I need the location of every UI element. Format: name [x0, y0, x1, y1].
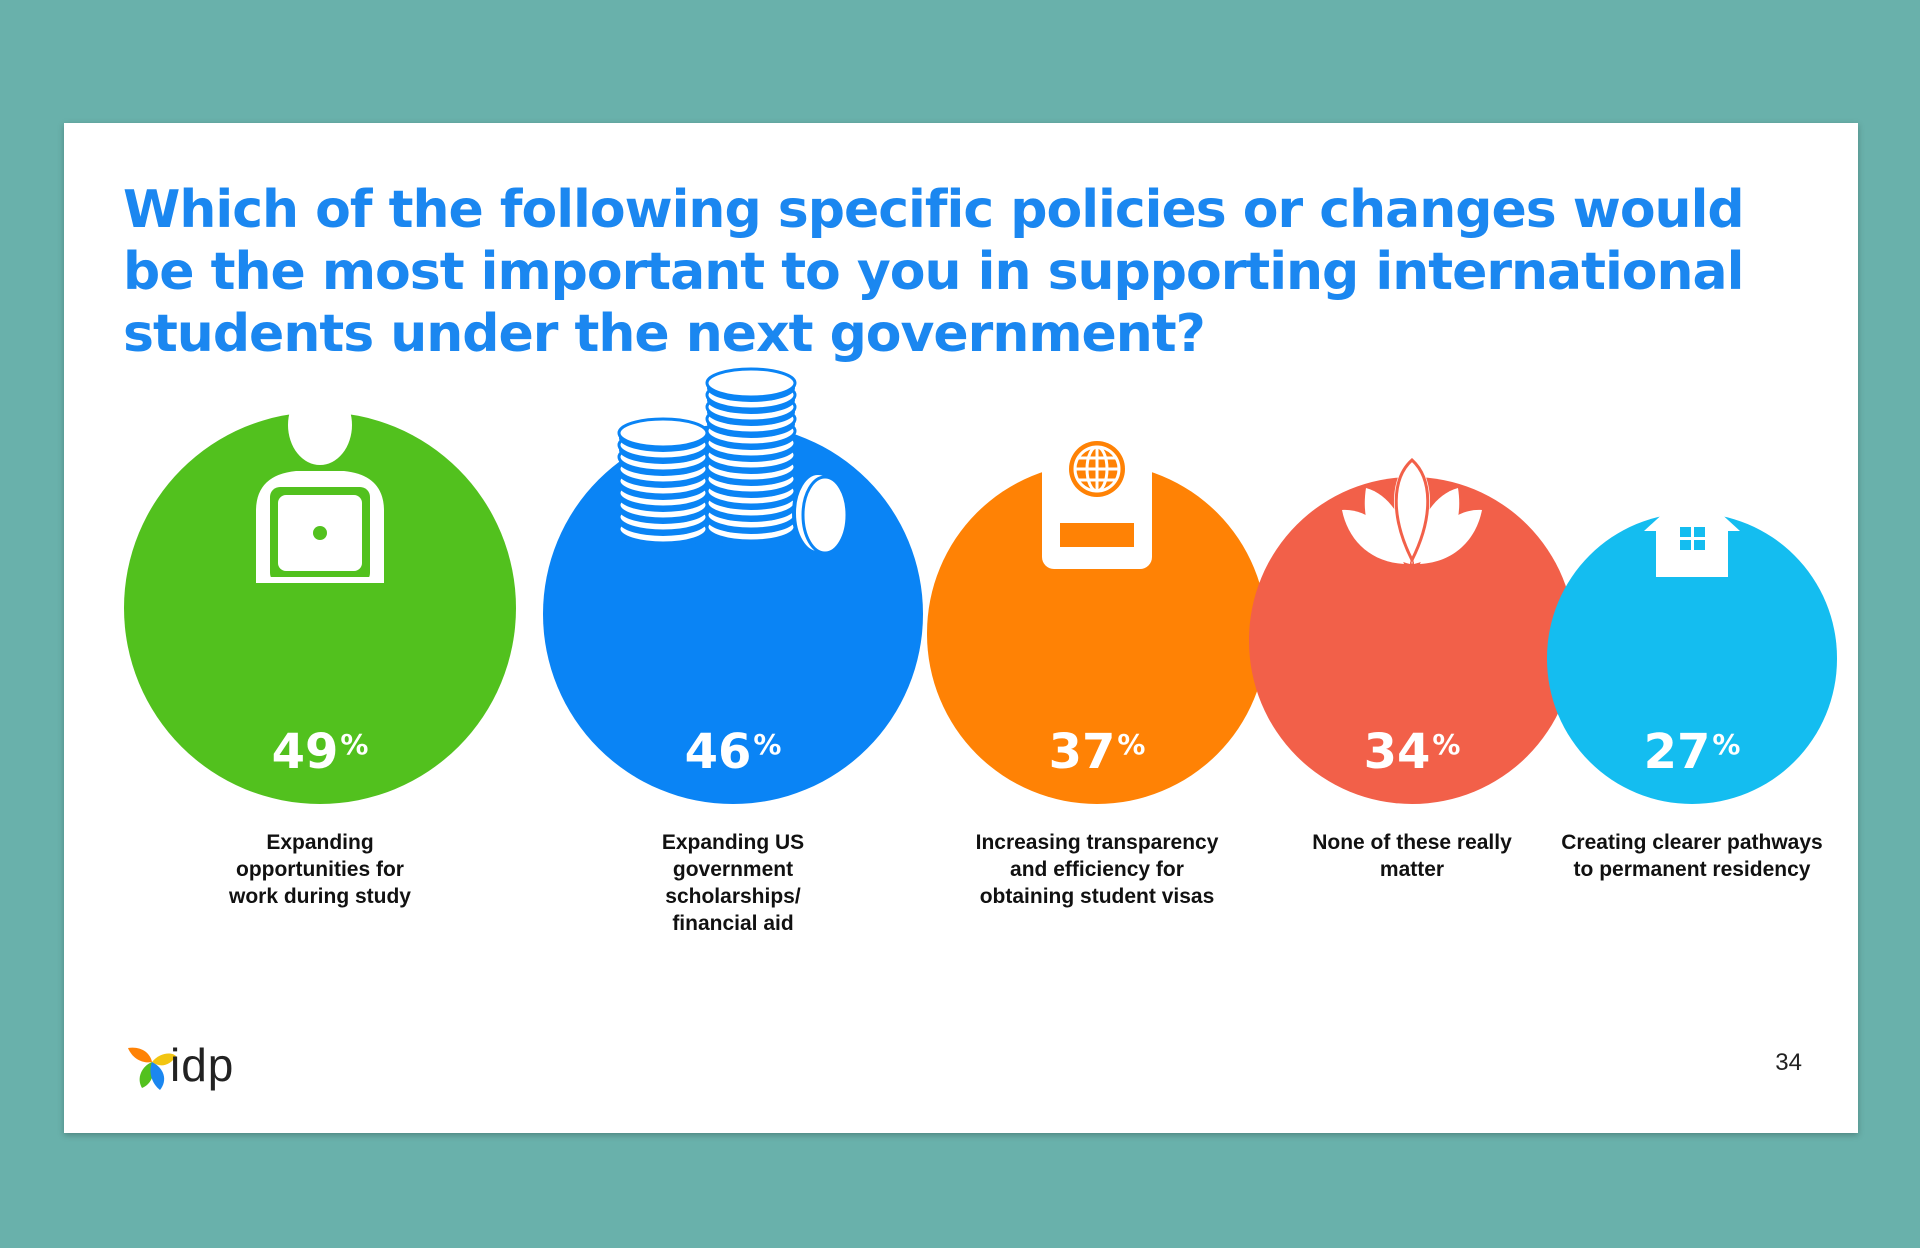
category-label: Expanding US government scholarships/ fi…	[661, 831, 805, 935]
percent-label: 46%	[583, 719, 883, 778]
percent-value: 37	[1048, 724, 1116, 780]
chart-title: Which of the following specific policies…	[123, 180, 1745, 364]
coin-stacks-icon	[613, 363, 853, 568]
percent-unit: %	[1712, 728, 1741, 761]
lotus-icon	[1342, 456, 1482, 571]
percent-unit: %	[340, 728, 369, 761]
percent-label: 37%	[947, 719, 1247, 778]
logo-text: idp	[170, 1039, 235, 1091]
category-label: None of these really matter	[1312, 831, 1512, 881]
percent-label: 27%	[1542, 719, 1842, 778]
percent-unit: %	[1117, 728, 1146, 761]
percent-value: 27	[1643, 724, 1711, 780]
percent-value: 46	[684, 724, 752, 780]
percent-unit: %	[753, 728, 782, 761]
passport-icon	[1042, 423, 1152, 574]
percent-unit: %	[1432, 728, 1461, 761]
category-label: Expanding opportunities for work during …	[228, 831, 411, 908]
page-number: 34	[1775, 1049, 1802, 1076]
percent-value: 49	[271, 724, 339, 780]
category-label: Increasing transparency and efficiency f…	[975, 831, 1219, 908]
percent-label: 34%	[1262, 719, 1562, 778]
slide: Which of the following specific policies…	[64, 123, 1858, 1133]
idp-logo-icon	[128, 1047, 176, 1090]
category-label: Creating clearer pathways to permanent r…	[1561, 831, 1823, 881]
percent-value: 34	[1363, 724, 1431, 780]
percent-label: 49%	[170, 719, 470, 778]
house-icon	[1644, 487, 1740, 582]
person-laptop-icon	[250, 383, 390, 588]
